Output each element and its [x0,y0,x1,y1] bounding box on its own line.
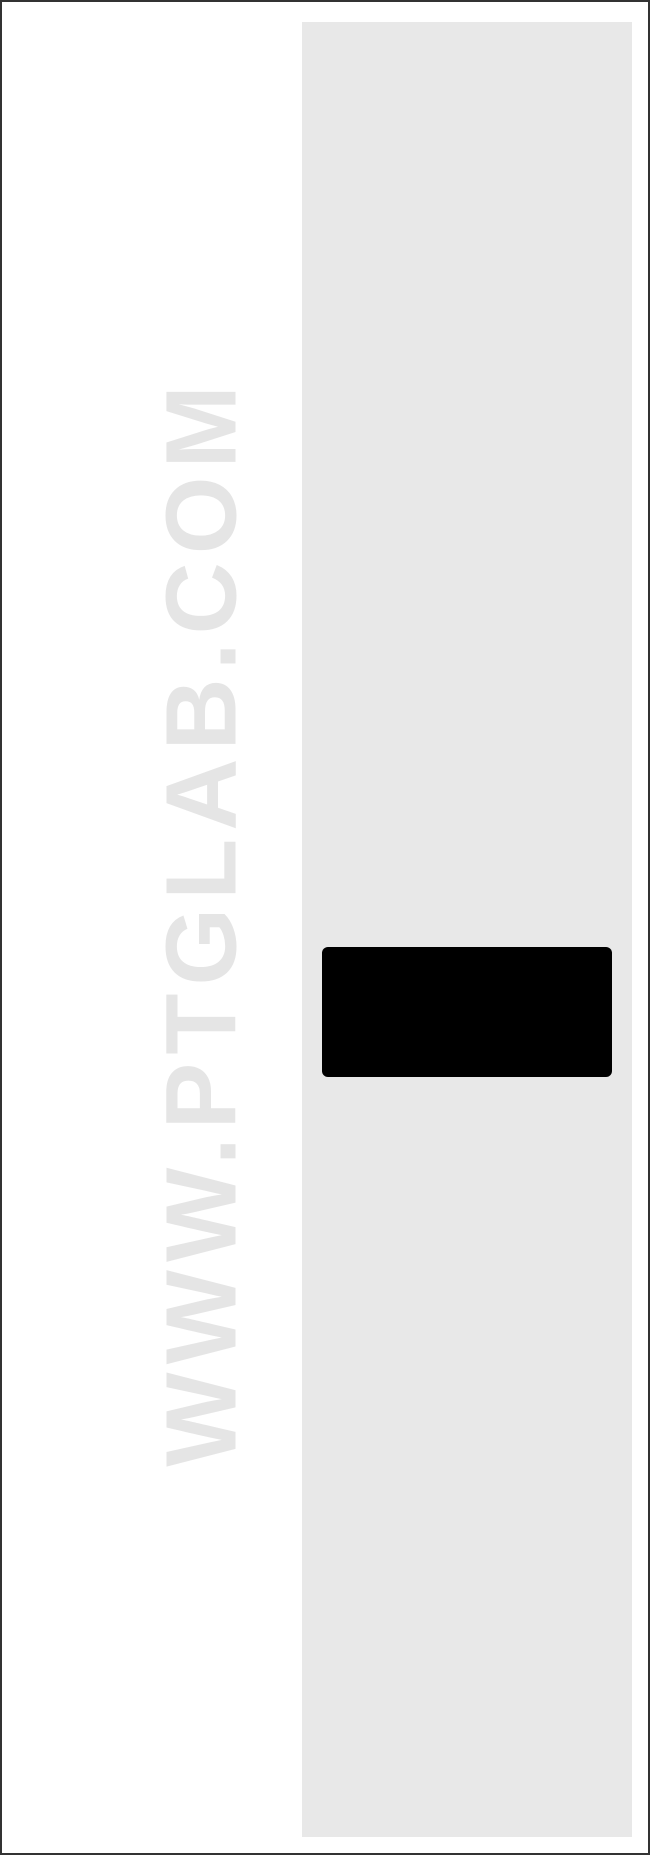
blot-lane [302,22,632,1837]
protein-band [322,947,612,1077]
watermark-text: WWW.PTGLAB.COM [145,377,260,1467]
